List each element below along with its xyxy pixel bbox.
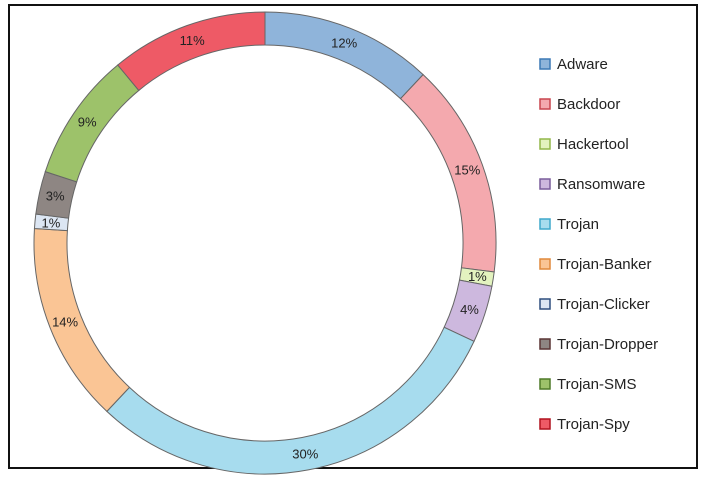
slice-trojan-spy: [117, 11, 266, 92]
slice-label-ransomware: 4%: [460, 302, 479, 317]
slice-trojan-banker: [33, 227, 131, 413]
slice-label-trojan: 30%: [292, 447, 318, 462]
legend-label-adware: Adware: [557, 56, 608, 73]
legend-swatch-trojan: [539, 218, 551, 230]
slice-label-adware: 12%: [331, 36, 357, 51]
legend-label-backdoor: Backdoor: [557, 96, 620, 113]
legend-swatch-hackertool: [539, 138, 551, 150]
legend-swatch-backdoor: [539, 98, 551, 110]
legend-label-trojan-spy: Trojan-Spy: [557, 416, 630, 433]
slice-label-trojan-spy: 11%: [180, 33, 205, 48]
legend-swatch-trojan-spy: [539, 418, 551, 430]
slice-label-trojan-clicker: 1%: [42, 215, 61, 230]
donut-slices: [33, 11, 497, 475]
legend-swatch-adware: [539, 58, 551, 70]
slice-labels: 12% 15% 1% 4% 30% 14% 1% 3% 9% 11%: [42, 33, 488, 461]
legend-swatch-ransomware: [539, 178, 551, 190]
legend-label-trojan-sms: Trojan-SMS: [557, 376, 636, 393]
legend-label-hackertool: Hackertool: [557, 136, 629, 153]
legend-label-trojan-clicker: Trojan-Clicker: [557, 296, 650, 313]
legend-swatch-trojan-clicker: [539, 298, 551, 310]
legend-swatch-trojan-dropper: [539, 338, 551, 350]
slice-trojan: [106, 326, 475, 475]
legend: Adware Backdoor Hackertool Ransomware Trojan…: [539, 56, 658, 433]
slice-label-backdoor: 15%: [454, 163, 480, 178]
legend-label-ransomware: Ransomware: [557, 176, 645, 193]
legend-label-trojan-banker: Trojan-Banker: [557, 256, 651, 273]
slice-backdoor: [399, 73, 497, 273]
slice-label-trojan-sms: 9%: [78, 115, 97, 130]
legend-swatch-trojan-sms: [539, 378, 551, 390]
slice-label-hackertool: 1%: [468, 269, 487, 284]
slice-label-trojan-banker: 14%: [52, 315, 78, 330]
slice-label-trojan-dropper: 3%: [46, 189, 65, 204]
legend-label-trojan: Trojan: [557, 216, 599, 233]
legend-swatch-trojan-banker: [539, 258, 551, 270]
slice-adware: [264, 11, 424, 100]
legend-label-trojan-dropper: Trojan-Dropper: [557, 336, 658, 353]
